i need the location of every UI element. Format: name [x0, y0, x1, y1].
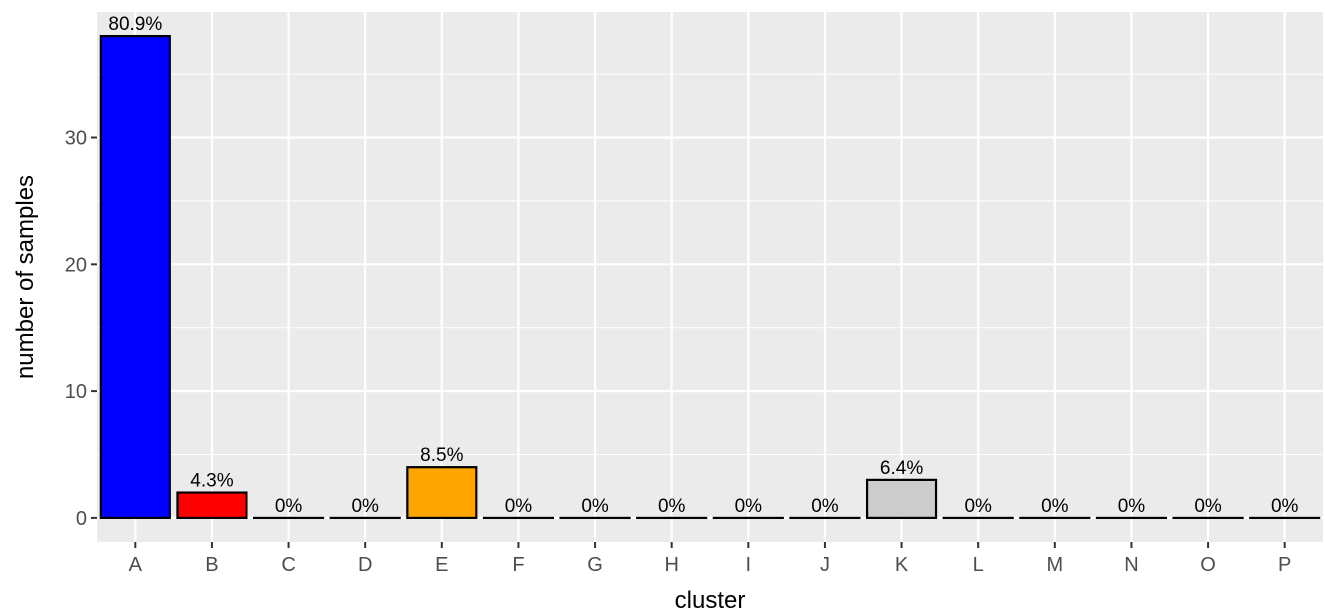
x-tick-label-k: K: [895, 554, 909, 576]
y-axis-title: number of samples: [12, 175, 39, 379]
bar-e: [406, 466, 478, 520]
x-tick-label-g: G: [587, 554, 603, 576]
bar-label-g: 0%: [581, 496, 609, 517]
bar-label-e: 8.5%: [420, 445, 463, 466]
bar-label-m: 0%: [1041, 496, 1069, 517]
x-tick-label-f: F: [512, 554, 524, 576]
plot-panel: [97, 12, 1323, 542]
bar-a: [99, 34, 171, 520]
bar-label-a: 80.9%: [108, 14, 162, 35]
y-tick-label: 30: [65, 128, 87, 150]
x-tick-label-h: H: [664, 554, 678, 576]
y-axis: 0 10 20 30: [65, 128, 97, 530]
x-tick-label-i: I: [746, 554, 752, 576]
x-tick-label-j: J: [820, 554, 830, 576]
bar-label-o: 0%: [1194, 496, 1222, 517]
bar-label-k: 6.4%: [880, 458, 923, 479]
bar-label-d: 0%: [351, 496, 379, 517]
bar-label-n: 0%: [1118, 496, 1146, 517]
y-tick-label: 0: [76, 508, 87, 530]
bars-group: [99, 34, 1321, 520]
bar-label-j: 0%: [811, 496, 839, 517]
bar-label-h: 0%: [658, 496, 686, 517]
bar-label-l: 0%: [964, 496, 992, 517]
x-tick-label-e: E: [435, 554, 448, 576]
bar-k: [865, 478, 938, 520]
x-tick-label-n: N: [1124, 554, 1138, 576]
x-axis-title: cluster: [675, 587, 746, 614]
x-tick-label-p: P: [1278, 554, 1291, 576]
bar-label-f: 0%: [505, 496, 533, 517]
x-tick-label-c: C: [281, 554, 295, 576]
bar-label-c: 0%: [275, 496, 303, 517]
y-tick-label: 10: [65, 381, 87, 403]
bar-label-i: 0%: [735, 496, 763, 517]
bar-label-b: 4.3%: [190, 471, 233, 492]
bar-b: [176, 491, 248, 520]
y-tick-label: 20: [65, 254, 87, 276]
x-tick-label-o: O: [1200, 554, 1216, 576]
bar-label-p: 0%: [1271, 496, 1299, 517]
x-tick-label-a: A: [129, 554, 143, 576]
x-tick-label-m: M: [1046, 554, 1063, 576]
x-axis: A B C D E F G H I J K L M N O P: [129, 542, 1291, 576]
x-tick-label-b: B: [205, 554, 218, 576]
bar-labels-group: 80.9% 4.3% 0% 0% 8.5% 0% 0% 0% 0% 0% 6.4% 0% 0% 0% 0% 0…: [108, 14, 1298, 517]
x-tick-label-l: L: [973, 554, 984, 576]
x-tick-label-d: D: [358, 554, 372, 576]
